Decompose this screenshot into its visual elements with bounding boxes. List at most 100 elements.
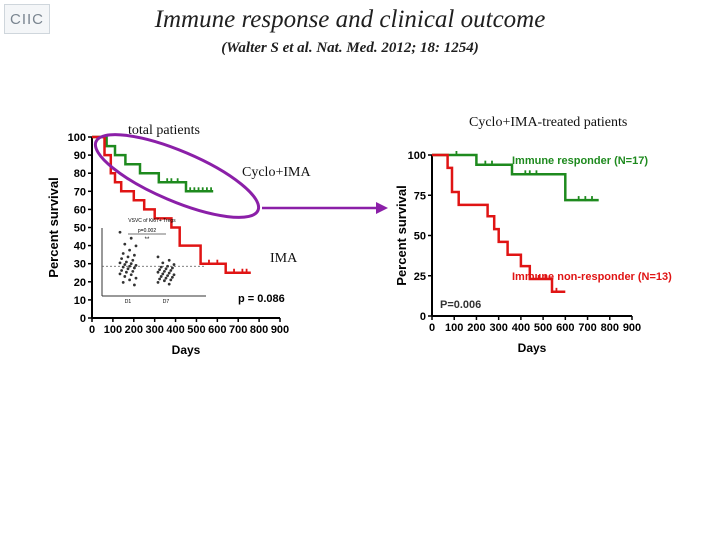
inset-point [133, 253, 136, 257]
inset-point [125, 270, 128, 274]
x-tick-label: 300 [145, 324, 163, 336]
inset-point [134, 264, 138, 267]
inset-scatter-chart: VSVC of Ki67+ Tregs p=0.002 ** D1 D7 [101, 218, 206, 305]
x-tick-label: 800 [601, 322, 619, 334]
inset-point [164, 276, 168, 280]
inset-point [159, 275, 163, 278]
x-tick-label: 0 [429, 322, 435, 334]
inset-point [134, 244, 138, 248]
arrow-head [376, 202, 388, 214]
inset-point [166, 264, 169, 268]
x-axis-title: Days [172, 343, 201, 357]
p-value-label: p = 0.086 [238, 293, 285, 305]
inset-point [164, 267, 168, 271]
x-tick-label: 100 [445, 322, 463, 334]
inset-point [166, 274, 169, 277]
y-tick-label: 40 [74, 241, 86, 253]
series-line-immune-responder-n-17 [432, 153, 599, 202]
inset-point [126, 255, 130, 259]
y-tick-label: 90 [74, 150, 86, 162]
inset-point [169, 269, 173, 272]
x-tick-label: 600 [556, 322, 574, 334]
page-subtitle: (Walter S et al. Nat. Med. 2012; 18: 125… [221, 40, 479, 56]
page-title: Immune response and clinical outcome [154, 6, 546, 33]
inset-point [123, 242, 127, 246]
x-tick-label: 200 [467, 322, 485, 334]
inset-point [159, 265, 163, 269]
inset-point [129, 262, 133, 266]
inset-point [171, 275, 174, 279]
x-tick-label: 500 [534, 322, 552, 334]
y-tick-label: 80 [74, 168, 86, 180]
inset-point [131, 269, 135, 273]
inset-point [172, 263, 176, 266]
y-tick-label: 50 [74, 223, 86, 235]
inset-point [156, 255, 160, 259]
inset-point [121, 252, 125, 255]
inset-point [121, 265, 125, 269]
inset-point [129, 273, 133, 277]
y-tick-label: 50 [414, 231, 426, 243]
inset-point [133, 266, 136, 270]
inset-point [118, 230, 122, 234]
cyclo-ima-treated-label: Cyclo+IMA-treated patients [469, 115, 628, 130]
inset-point [133, 283, 136, 287]
inset-point [169, 278, 173, 282]
y-tick-label: 10 [74, 295, 86, 307]
y-tick-label: 75 [414, 190, 426, 202]
y-tick-label: 25 [414, 271, 426, 283]
x-tick-label: 900 [271, 324, 289, 336]
x-tick-label: 200 [125, 324, 143, 336]
x-tick-label: 900 [623, 322, 641, 334]
y-tick-label: 20 [74, 277, 86, 289]
inset-point [167, 258, 171, 262]
inset-point [161, 261, 165, 265]
y-tick-label: 100 [408, 150, 426, 162]
inset-point [172, 273, 176, 277]
inset-point [123, 275, 127, 278]
legend-immune-non-responder-n-13: Immune non-responder (N=13) [512, 271, 672, 283]
right-survival-chart: 0 25 50 75 100 0 100 200 300 400 500 600 700 800 900 Da… [394, 150, 672, 355]
x-axis-title: Days [518, 341, 547, 355]
inset-point [126, 267, 130, 271]
y-tick-label: 100 [68, 132, 86, 144]
inset-significance-stars: ** [145, 237, 150, 243]
x-tick-label: 700 [578, 322, 596, 334]
y-axis-title: Percent survival [394, 185, 409, 285]
inset-point [120, 269, 123, 272]
total-patients-label: total patients [128, 123, 200, 138]
inset-point [167, 282, 171, 286]
y-tick-label: 60 [74, 204, 86, 216]
series-line-immune-non-responder-n-13 [432, 153, 566, 294]
inset-point [118, 272, 122, 276]
inset-point [128, 248, 131, 252]
inset-point [118, 261, 122, 265]
ciic-logo: CIIC [4, 4, 50, 34]
ima-label: IMA [270, 251, 298, 266]
inset-point [171, 266, 174, 270]
inset-point [121, 281, 125, 284]
inset-point [128, 264, 131, 268]
y-tick-label: 70 [74, 186, 86, 198]
cyclo-ima-label: Cyclo+IMA [242, 165, 311, 180]
inset-point [163, 269, 166, 273]
inset-point [158, 277, 161, 281]
y-tick-label: 0 [420, 311, 426, 323]
x-tick-label: 600 [208, 324, 226, 336]
inset-category-label: D7 [163, 299, 170, 305]
inset-point [125, 260, 128, 264]
inset-point [123, 263, 127, 266]
inset-point [134, 276, 138, 280]
inset-p-value: p=0.002 [138, 228, 156, 234]
inset-title: VSVC of Ki67+ Tregs [128, 218, 176, 224]
inset-point [156, 281, 160, 284]
inset-point [163, 279, 166, 283]
y-tick-label: 0 [80, 313, 86, 325]
inset-point [167, 271, 171, 275]
x-tick-label: 300 [489, 322, 507, 334]
legend-immune-responder-n-17: Immune responder (N=17) [512, 155, 648, 167]
x-tick-label: 400 [512, 322, 530, 334]
inset-point [128, 278, 131, 282]
y-tick-label: 30 [74, 259, 86, 271]
